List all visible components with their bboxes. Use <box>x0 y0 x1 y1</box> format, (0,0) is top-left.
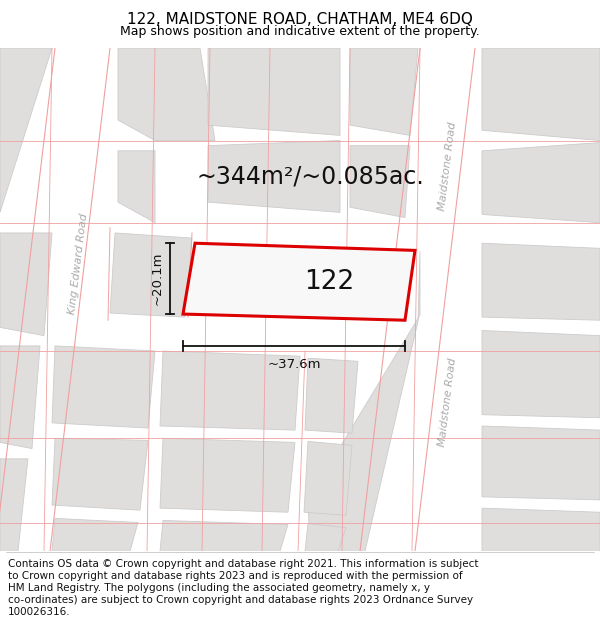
Polygon shape <box>482 48 600 141</box>
Polygon shape <box>305 358 358 433</box>
Polygon shape <box>304 441 352 515</box>
Text: to Crown copyright and database rights 2023 and is reproduced with the permissio: to Crown copyright and database rights 2… <box>8 571 463 581</box>
Polygon shape <box>183 243 415 320</box>
Polygon shape <box>482 243 600 320</box>
Polygon shape <box>52 518 138 551</box>
Polygon shape <box>482 142 600 222</box>
Text: co-ordinates) are subject to Crown copyright and database rights 2023 Ordnance S: co-ordinates) are subject to Crown copyr… <box>8 595 473 605</box>
Polygon shape <box>208 141 340 212</box>
Text: King Edward Road: King Edward Road <box>67 213 89 315</box>
Polygon shape <box>160 351 300 430</box>
Text: 122: 122 <box>304 269 355 295</box>
Polygon shape <box>0 233 52 336</box>
Polygon shape <box>52 438 148 510</box>
Polygon shape <box>118 151 155 222</box>
Polygon shape <box>0 459 28 551</box>
Text: Maidstone Road: Maidstone Road <box>437 357 457 447</box>
Polygon shape <box>308 251 420 551</box>
Text: Contains OS data © Crown copyright and database right 2021. This information is : Contains OS data © Crown copyright and d… <box>8 559 478 569</box>
Polygon shape <box>482 508 600 551</box>
Polygon shape <box>110 233 192 317</box>
Polygon shape <box>482 426 600 500</box>
Text: 100026316.: 100026316. <box>8 608 70 618</box>
Text: Maidstone Road: Maidstone Road <box>437 121 457 211</box>
Polygon shape <box>305 524 346 551</box>
Polygon shape <box>482 331 600 418</box>
Polygon shape <box>160 438 295 512</box>
Text: HM Land Registry. The polygons (including the associated geometry, namely x, y: HM Land Registry. The polygons (includin… <box>8 583 430 593</box>
Polygon shape <box>160 521 288 551</box>
Text: ~20.1m: ~20.1m <box>151 252 164 306</box>
Polygon shape <box>52 346 155 428</box>
Polygon shape <box>0 48 52 212</box>
Text: Map shows position and indicative extent of the property.: Map shows position and indicative extent… <box>120 24 480 38</box>
Polygon shape <box>0 346 40 449</box>
Polygon shape <box>0 48 110 551</box>
Polygon shape <box>350 146 410 217</box>
Polygon shape <box>208 48 340 136</box>
Polygon shape <box>118 48 215 141</box>
Text: 122, MAIDSTONE ROAD, CHATHAM, ME4 6DQ: 122, MAIDSTONE ROAD, CHATHAM, ME4 6DQ <box>127 12 473 27</box>
Polygon shape <box>350 48 418 136</box>
Text: ~37.6m: ~37.6m <box>267 358 321 371</box>
Polygon shape <box>360 48 475 551</box>
Text: ~344m²/~0.085ac.: ~344m²/~0.085ac. <box>196 164 424 189</box>
